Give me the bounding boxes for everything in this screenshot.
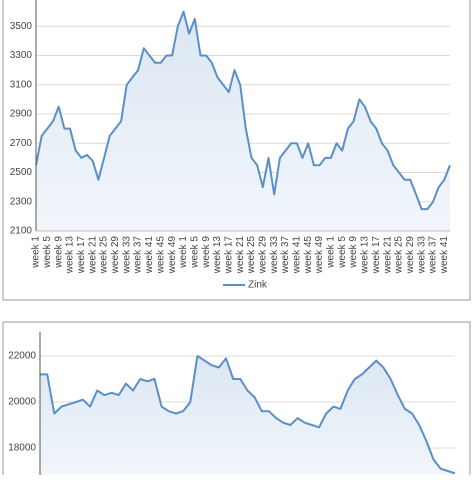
x-tick-label: week 29 (110, 236, 121, 275)
x-tick-label: week 25 (246, 236, 257, 275)
y-tick-label: 22000 (8, 351, 36, 362)
x-tick-label: week 45 (155, 236, 166, 275)
x-tick-label: week 13 (65, 236, 76, 275)
x-tick-label: week 25 (394, 236, 405, 275)
x-tick-label: week 33 (269, 236, 280, 275)
legend-label: Zink (248, 280, 268, 291)
x-tick-label: week 37 (133, 236, 144, 275)
x-tick-label: week 1 (326, 236, 337, 269)
y-tick-label: 3300 (10, 50, 33, 61)
y-tick-label: 3500 (10, 21, 33, 32)
x-tick-label: week 5 (337, 236, 348, 269)
x-tick-label: week 17 (371, 236, 382, 275)
x-tick-label: week 9 (53, 236, 64, 269)
x-tick-label: week 21 (87, 236, 98, 275)
y-tick-label: 3700 (10, 0, 33, 3)
x-tick-label: week 9 (201, 236, 212, 269)
line (40, 355, 456, 475)
y-tick-label: 18000 (8, 443, 36, 454)
x-tick-label: week 49 (167, 236, 178, 275)
x-tick-label: week 33 (416, 236, 427, 275)
x-tick-label: week 13 (360, 236, 371, 275)
x-tick-label: week 41 (292, 236, 303, 275)
x-tick-label: week 41 (144, 236, 155, 275)
y-tick-label: 2300 (10, 196, 33, 207)
x-tick-label: week 1 (178, 236, 189, 269)
x-tick-label: week 33 (121, 236, 132, 275)
x-tick-label: week 29 (405, 236, 416, 275)
y-tick-label: 3100 (10, 79, 33, 90)
x-tick-label: week 41 (439, 236, 450, 275)
x-tick-label: week 21 (382, 236, 393, 275)
x-tick-label: week 17 (76, 236, 87, 275)
x-tick-label: week 25 (99, 236, 110, 275)
y-tick-label: 2100 (10, 226, 33, 237)
y-tick-label: 2900 (10, 109, 33, 120)
x-tick-label: week 13 (212, 236, 223, 275)
x-tick-label: week 37 (428, 236, 439, 275)
x-tick-label: week 21 (235, 236, 246, 275)
y-tick-label: 2500 (10, 167, 33, 178)
y-tick-label: 2700 (10, 138, 33, 149)
x-tick-label: week 9 (348, 236, 359, 269)
x-tick-label: week 5 (42, 236, 53, 269)
x-tick-label: week 1 (31, 236, 42, 269)
x-tick-label: week 5 (189, 236, 200, 269)
x-tick-label: week 29 (257, 236, 268, 275)
x-tick-label: week 37 (280, 236, 291, 275)
y-tick-label: 20000 (8, 397, 36, 408)
line (35, 10, 451, 211)
x-tick-label: week 49 (314, 236, 325, 275)
x-tick-label: week 17 (223, 236, 234, 275)
x-tick-label: week 45 (303, 236, 314, 275)
